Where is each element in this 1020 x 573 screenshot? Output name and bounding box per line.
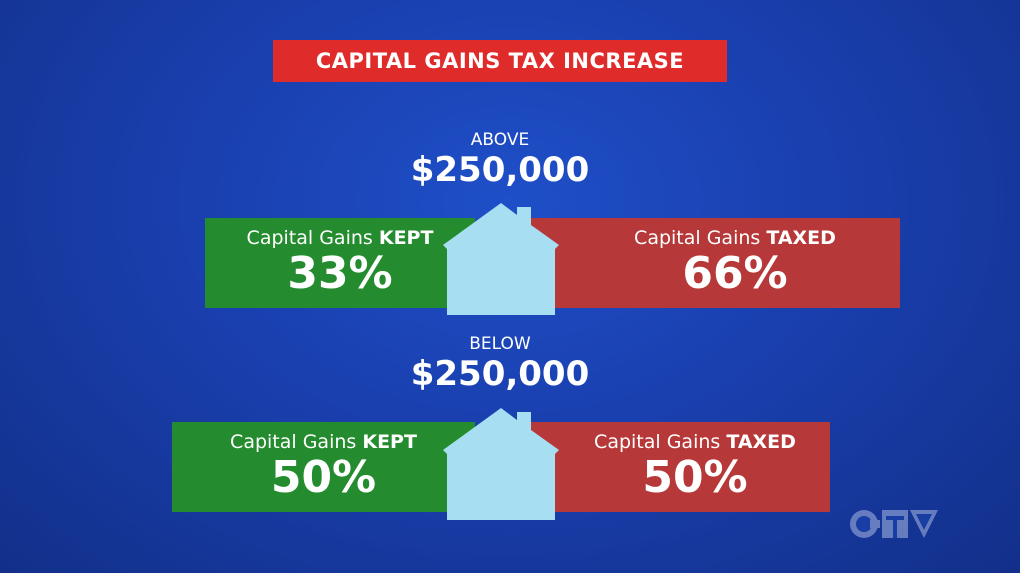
threshold-above: $250,000 (410, 150, 590, 190)
taxed-label: Capital Gains (634, 227, 761, 249)
taxed-label: Capital Gains (594, 431, 721, 453)
threshold-below: $250,000 (410, 354, 590, 394)
kept-emphasis: KEPT (378, 227, 434, 249)
title-banner: CAPITAL GAINS TAX INCREASE (273, 40, 727, 82)
house-icon (443, 203, 559, 315)
qualifier-above: ABOVE (470, 130, 530, 150)
taxed-emphasis: TAXED (726, 431, 796, 453)
kept-label: Capital Gains (246, 227, 373, 249)
house-icon (443, 408, 559, 520)
qualifier-below: BELOW (469, 334, 531, 354)
kept-bar-below: Capital Gains KEPT 50% (172, 422, 475, 512)
ctv-logo (850, 510, 938, 538)
kept-emphasis: KEPT (362, 431, 417, 453)
kept-percent: 50% (270, 452, 377, 503)
taxed-percent: 50% (642, 452, 748, 503)
kept-percent: 33% (287, 248, 393, 299)
kept-label: Capital Gains (230, 431, 357, 453)
taxed-bar-below: Capital Gains TAXED 50% (530, 422, 830, 512)
kept-bar-above: Capital Gains KEPT 33% (205, 218, 475, 308)
taxed-percent: 66% (682, 248, 788, 299)
title-text: CAPITAL GAINS TAX INCREASE (315, 49, 685, 73)
taxed-bar-above: Capital Gains TAXED 66% (530, 218, 900, 308)
taxed-emphasis: TAXED (766, 227, 836, 249)
